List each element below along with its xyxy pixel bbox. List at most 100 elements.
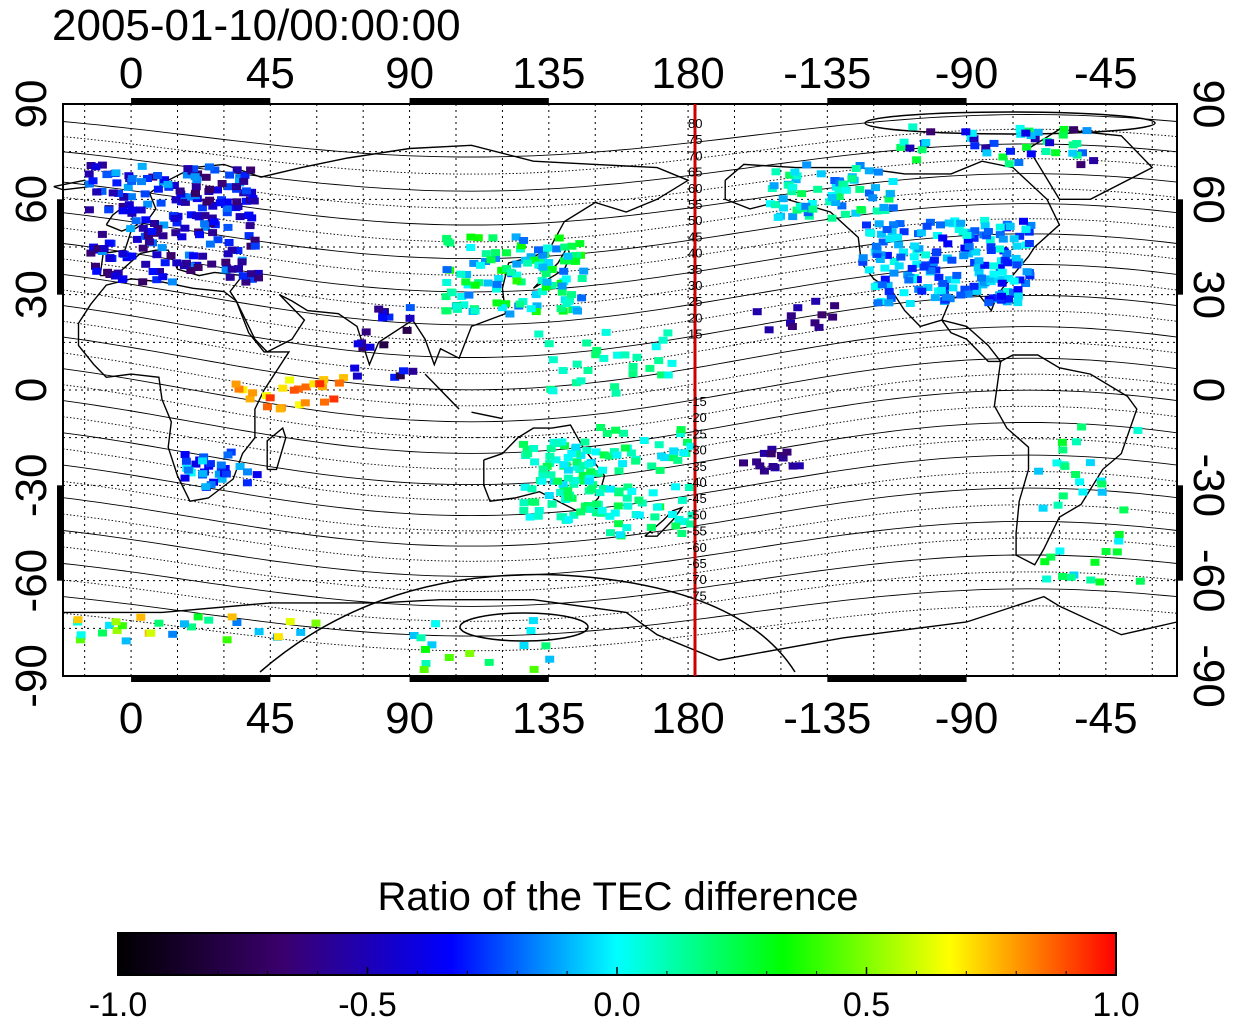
tec-ratio-cell [739, 459, 748, 467]
tec-ratio-cell [353, 340, 363, 348]
tec-ratio-cell [201, 173, 211, 181]
tec-ratio-cell [1114, 530, 1124, 538]
tec-ratio-cell [1012, 242, 1022, 250]
tec-ratio-cell [409, 632, 419, 639]
tec-ratio-cell [88, 177, 98, 185]
tec-ratio-cell [921, 251, 931, 259]
coastline [644, 506, 684, 537]
tec-ratio-cell [919, 263, 929, 271]
tec-ratio-cell [442, 234, 452, 242]
tec-ratio-cell [793, 304, 803, 312]
tec-ratio-cell [350, 364, 360, 372]
tec-ratio-cell [541, 283, 551, 291]
tec-ratio-cell [180, 198, 190, 206]
tec-ratio-cell [671, 522, 681, 530]
tec-ratio-cell [102, 171, 112, 179]
tec-ratio-cell [885, 190, 895, 198]
x-tick-label-top: -135 [783, 49, 871, 98]
tec-ratio-cell [191, 183, 201, 191]
y-axis-left-labels: 90 60 30 0 -30 -60 -90 [7, 80, 56, 708]
tec-ratio-cell [544, 259, 554, 266]
tec-ratio-cell [969, 282, 979, 290]
tec-ratio-cell [547, 281, 557, 289]
tec-ratio-cell [329, 395, 339, 403]
tec-ratio-cell [1052, 459, 1062, 467]
tec-ratio-cell [119, 193, 129, 201]
tec-ratio-cell [172, 259, 182, 267]
tec-ratio-cell [191, 212, 201, 220]
tec-ratio-cell [146, 629, 156, 637]
tec-ratio-cell [516, 242, 526, 250]
tec-ratio-cell [204, 616, 214, 624]
tec-ratio-cell [618, 460, 628, 468]
x-tick-label-bottom: 180 [651, 694, 724, 743]
tec-ratio-cell [989, 270, 999, 278]
tec-ratio-cell [683, 438, 692, 446]
tec-ratio-cell [221, 258, 231, 266]
tec-ratio-cell [118, 202, 128, 210]
tec-ratio-cell [1058, 446, 1068, 454]
tec-ratio-cell [111, 618, 121, 626]
colorbar-tick-label: 1.0 [1092, 986, 1139, 1024]
tec-ratio-cell [838, 180, 848, 188]
tec-ratio-cell [831, 199, 841, 206]
tec-ratio-cell [197, 204, 207, 212]
tec-ratio-cell [169, 182, 179, 189]
tec-ratio-cell [163, 180, 173, 188]
tec-ratio-cell [148, 268, 158, 275]
tec-ratio-cell [560, 243, 570, 251]
tec-ratio-cell [614, 520, 624, 528]
tec-ratio-cell [222, 198, 232, 206]
contour-label: 35 [688, 262, 702, 277]
y-tick-label-right: -60 [1184, 549, 1233, 613]
tec-ratio-cell [1002, 250, 1012, 258]
tec-ratio-cell [1045, 139, 1055, 147]
tec-ratio-cell [395, 372, 405, 380]
contour-line [62, 188, 1178, 243]
tec-ratio-cell [545, 452, 555, 460]
tec-ratio-cell [623, 483, 633, 491]
tec-ratio-cell [143, 175, 152, 182]
tec-ratio-cell [189, 252, 198, 260]
tec-ratio-cell [768, 463, 778, 470]
tec-ratio-cell [553, 477, 562, 485]
tec-ratio-cell [610, 383, 620, 391]
tec-ratio-cell [645, 364, 655, 372]
tec-ratio-cell [1004, 160, 1014, 168]
tec-ratio-cell [242, 479, 252, 487]
tec-ratio-cell [442, 266, 452, 274]
x-tick-label-top: 135 [512, 49, 585, 98]
tec-ratio-cell [944, 219, 954, 227]
tec-ratio-cell [231, 380, 241, 388]
tec-ratio-cell [605, 512, 615, 520]
tec-ratio-cell [816, 170, 826, 178]
tec-ratio-cell [788, 462, 798, 470]
tec-ratio-cell [199, 453, 209, 461]
contour-label: -65 [688, 556, 707, 571]
tec-ratio-cell [557, 438, 567, 446]
tec-ratio-cell [875, 256, 885, 263]
tec-ratio-cell [995, 223, 1005, 231]
tec-ratio-cell [444, 654, 454, 661]
tec-ratio-cell [677, 530, 687, 537]
tec-ratio-cell [502, 249, 511, 257]
tec-ratio-cell [1078, 149, 1087, 157]
tec-ratio-cell [320, 398, 329, 406]
tec-ratio-cell [1013, 286, 1023, 294]
tec-ratio-cell [895, 220, 905, 228]
tec-ratio-cell [245, 222, 255, 230]
tec-ratio-cell [91, 262, 100, 270]
tec-ratio-cell [668, 511, 677, 518]
colorbar-tick-label: 0.5 [843, 986, 890, 1024]
tec-ratio-cell [1033, 128, 1043, 136]
tec-ratio-cell [378, 314, 388, 322]
tec-ratio-cell [431, 620, 441, 628]
coastline [63, 595, 1178, 661]
tec-ratio-cell [615, 531, 625, 539]
tec-ratio-cell [97, 161, 107, 169]
y-tick-label-right: 60 [1184, 175, 1233, 224]
tec-ratio-cell [997, 268, 1007, 276]
tec-ratio-cell [152, 229, 162, 237]
tec-ratio-cell [232, 619, 242, 626]
tec-ratio-cell [841, 186, 851, 194]
